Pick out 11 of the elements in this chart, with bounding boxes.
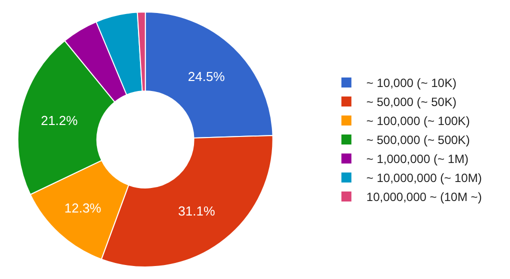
data-label: 31.1% [178, 203, 216, 218]
legend-label: ~ 100,000 (~ 100K) [366, 114, 470, 128]
legend-label: ~ 1,000,000 (~ 1M) [366, 152, 468, 166]
data-label: 21.2% [40, 112, 78, 128]
legend-label: ~ 500,000 (~ 500K) [366, 133, 470, 148]
legend-label: 10,000,000 ~ (10M ~) [366, 190, 482, 204]
legend-label: ~ 10,000,000 (~ 10M) [366, 171, 482, 186]
data-label: 24.5% [188, 68, 226, 84]
legend-label: ~ 10,000 (~ 10K) [366, 76, 456, 90]
data-label: 12.3% [64, 200, 102, 216]
legend-label: ~ 50,000 (~ 50K) [366, 95, 456, 110]
